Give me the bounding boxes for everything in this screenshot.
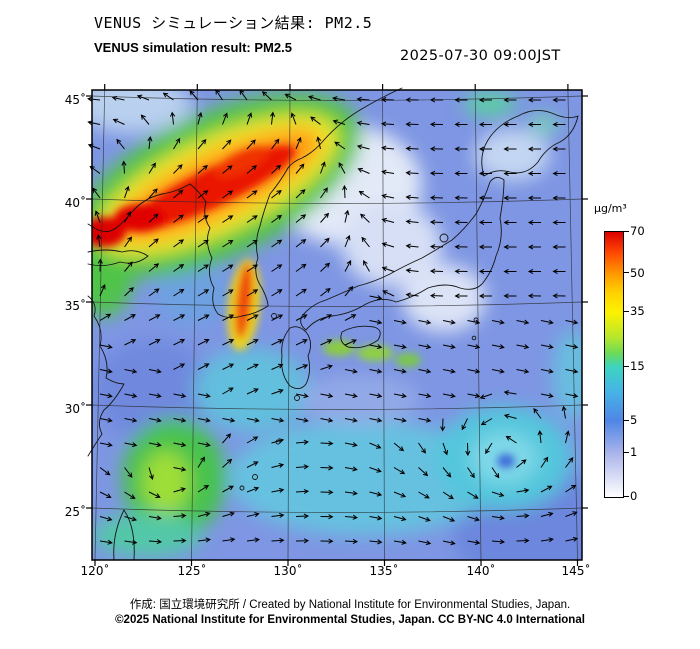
colorbar-tick xyxy=(624,496,629,497)
map-border xyxy=(91,89,583,561)
graticule-grid xyxy=(91,89,583,561)
colorbar-tick xyxy=(624,272,629,273)
colorbar-label-15: 15 xyxy=(630,359,645,373)
colorbar-label-35: 35 xyxy=(630,304,645,318)
y-tick-label-35: 35˚ xyxy=(64,299,86,313)
colorbar-tick xyxy=(624,452,629,453)
page-title-japanese: VENUS シミュレーション結果: PM2.5 xyxy=(94,14,373,32)
license-line: ©2025 National Institute for Environment… xyxy=(115,614,585,626)
credit-line: 作成: 国立環境研究所 / Created by National Instit… xyxy=(129,599,571,611)
wind-vectors xyxy=(87,89,579,546)
coastlines xyxy=(87,87,579,561)
colorbar-label-70: 70 xyxy=(630,224,645,238)
x-tick-label-135: 135˚ xyxy=(369,564,399,578)
x-tick-label-130: 130˚ xyxy=(273,564,303,578)
colorbar xyxy=(604,231,624,498)
colorbar-tick xyxy=(624,366,629,367)
y-tick-label-45: 45˚ xyxy=(64,93,86,107)
concentration-field xyxy=(92,90,582,560)
colorbar-tick xyxy=(624,420,629,421)
colorbar-label-50: 50 xyxy=(630,266,645,280)
colorbar-label-0: 0 xyxy=(630,489,638,503)
colorbar-label-1: 1 xyxy=(630,445,638,459)
x-tick-label-140: 140˚ xyxy=(466,564,496,578)
page-title-english: VENUS simulation result: PM2.5 xyxy=(94,40,292,55)
colorbar-tick xyxy=(624,311,629,312)
x-tick-label-125: 125˚ xyxy=(177,564,207,578)
y-tick-label-25: 25˚ xyxy=(64,505,86,519)
colorbar-gradient xyxy=(605,232,623,497)
x-tick-label-120: 120˚ xyxy=(80,564,110,578)
colorbar-label-5: 5 xyxy=(630,413,638,427)
x-tick-label-145: 145˚ xyxy=(561,564,591,578)
y-tick-label-30: 30˚ xyxy=(64,402,86,416)
colorbar-tick xyxy=(624,231,629,232)
axis-ticks xyxy=(86,84,588,566)
colorbar-unit-label: µg/m³ xyxy=(594,202,627,215)
timestamp: 2025-07-30 09:00JST xyxy=(400,48,561,64)
y-tick-label-40: 40˚ xyxy=(64,196,86,210)
pm25-concentration-map xyxy=(86,84,588,566)
